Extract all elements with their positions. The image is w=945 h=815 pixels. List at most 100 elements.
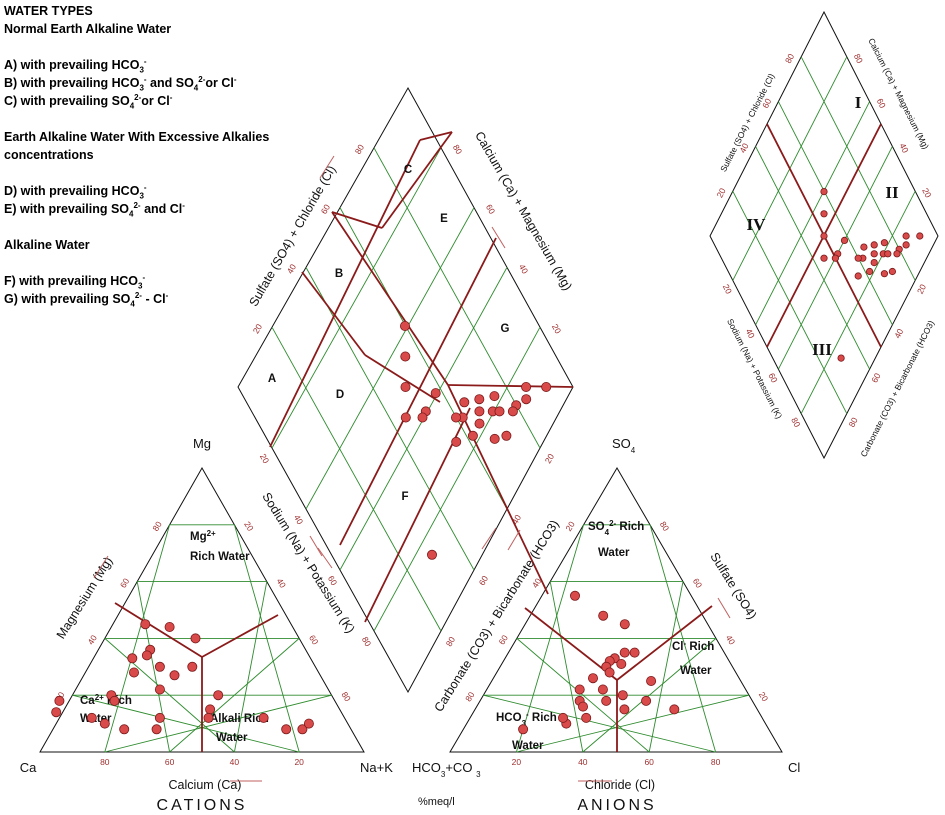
anions-sample-point [619,704,630,715]
cations-sample-point [297,724,308,735]
small-diamond-sample-point [820,254,828,262]
anions-sample-point [570,590,581,601]
small-diamond-sample-point [880,239,889,247]
legend-item: E) with prevailing SO42- and Cl- [4,200,185,219]
cations-bottom-tick: 80 [100,757,110,767]
diamond-axis-arrow [481,527,497,550]
diamond-frame [237,86,574,694]
diamond-sample-point [426,549,437,560]
diamond-gridline [305,207,475,510]
anions-sample-point [518,724,529,735]
small-diamond-sample-point [840,236,849,244]
cations-corner-nak: Na+K [360,760,393,775]
cations-axis-arrow [93,555,109,579]
cations-zone-alkali-rich: Alkali Rich [210,713,269,725]
legend-group-heading: Normal Earth Alkaline Water [4,22,172,36]
cations-right-tick: 80 [339,690,353,704]
diamond-sample-point [541,381,552,392]
legend-item: A) with prevailing HCO3- [4,56,147,75]
anions-sample-point [619,647,630,658]
diamond-boundary [381,131,453,229]
diamond-upper-right-tick: 80 [451,143,465,156]
cations-right-tick: 60 [307,633,321,647]
anions-gridline [648,581,684,753]
cations-sample-point [203,712,214,723]
diamond-sample-point [400,351,411,362]
diamond-boundary [269,139,421,448]
legend-item: F) with prevailing HCO3- [4,272,146,291]
anions-bottom-tick: 60 [644,757,654,767]
cations-zone-mg-rich: Mg2+ [190,529,216,544]
anions-sample-point [641,695,652,706]
diamond-sample-point [417,412,428,423]
anions-bottom-tick: 20 [512,757,522,767]
diamond-gridline [373,326,541,632]
anions-right-tick: 60 [691,576,705,590]
small-diamond-upper-right-tick: 40 [897,142,910,155]
diamond-boundary [364,354,441,403]
diamond-axis-arrow [317,547,333,569]
cations-axis-left-label: Magnesium (Mg) [54,554,116,641]
anions-axis-left-label: Carbonate (CO3) + Bicarbonate (HCO3) [431,517,561,714]
small-diamond-lower-left-tick: 40 [744,327,757,340]
sample-points [51,188,924,735]
cations-corner-mg: Mg [193,436,211,451]
cations-zone-mg-rich: Rich Water [190,551,250,563]
anions-sample-point [574,684,585,695]
diamond-gridline [305,267,475,571]
cations-sample-point [86,712,97,723]
diamond-sample-point [489,391,500,402]
anions-gridline [483,694,716,753]
diamond-upper-left-tick: 40 [285,262,299,275]
diamond-sample-point [451,436,462,447]
small-diamond-sample-point [820,188,828,196]
anions-axis-arrow [717,597,731,619]
small-diamond-zone-ii: II [885,183,899,202]
cations-right-tick: 20 [242,520,256,534]
legend-item: B) with prevailing HCO3- and SO42-or Cl- [4,74,237,93]
cations-corner-ca: Ca [20,760,37,775]
diamond-sample-point [474,406,485,417]
diamond-zone-e: E [440,213,448,225]
anions-triangle [449,467,783,753]
diamond-sample-point [521,394,532,405]
small-diamond-sample-point [865,267,874,276]
diamond-boundary [339,237,497,546]
anions-sample-point [598,610,609,621]
small-diamond-sample-point [820,210,828,218]
diamond-sample-point [507,406,518,417]
diamond-sample-point [430,388,441,399]
cations-gridline [72,694,300,753]
anions-right-tick: 80 [658,520,672,534]
anions-corner-cl: Cl [788,760,800,775]
cations-sample-point [140,619,151,630]
diamond-boundary [331,211,383,229]
diamond-lower-right-tick: 40 [510,513,524,526]
small-diamond-zone-iv: IV [747,215,767,234]
diamond-zone-c: C [404,164,412,176]
cations-sample-point [141,650,152,661]
diamond-upper-right-tick: 60 [484,202,498,215]
cations-gridline [169,638,300,753]
small-diamond-axis-lower-right-label: Carbonate (CO3) + Bicarbonate (HCO3) [858,319,936,459]
anions-sample-point [601,695,612,706]
diamond-lower-right-tick: 20 [543,452,557,465]
diamond-sample-point [521,381,532,392]
cations-zone-alkali-rich: Water [216,732,248,744]
diamond-sample-point [400,412,411,423]
anions-bottom-tick: 80 [711,757,721,767]
legend-group-heading: Earth Alkaline Water With Excessive Alka… [4,130,270,162]
anions-corner-hco3-co3: HCO3+CO 3 [412,760,481,779]
cations-left-tick: 40 [86,633,100,647]
diamond-upper-right-tick: 20 [550,322,564,335]
small-diamond-frame [709,10,939,460]
legend-item: D) with prevailing HCO3- [4,182,147,201]
center-meq-label: %meq/l [418,796,455,808]
cations-sample-point [128,667,139,678]
anions-sample-point [578,701,589,712]
small-diamond-sample-point [884,250,892,258]
water-types-legend: WATER TYPES Normal Earth Alkaline Water A)… [4,2,304,308]
anions-axis-bottom-label: Chloride (Cl) [585,778,655,792]
diamond-zone-f: F [401,491,408,503]
diamond-sample-point [400,381,411,392]
